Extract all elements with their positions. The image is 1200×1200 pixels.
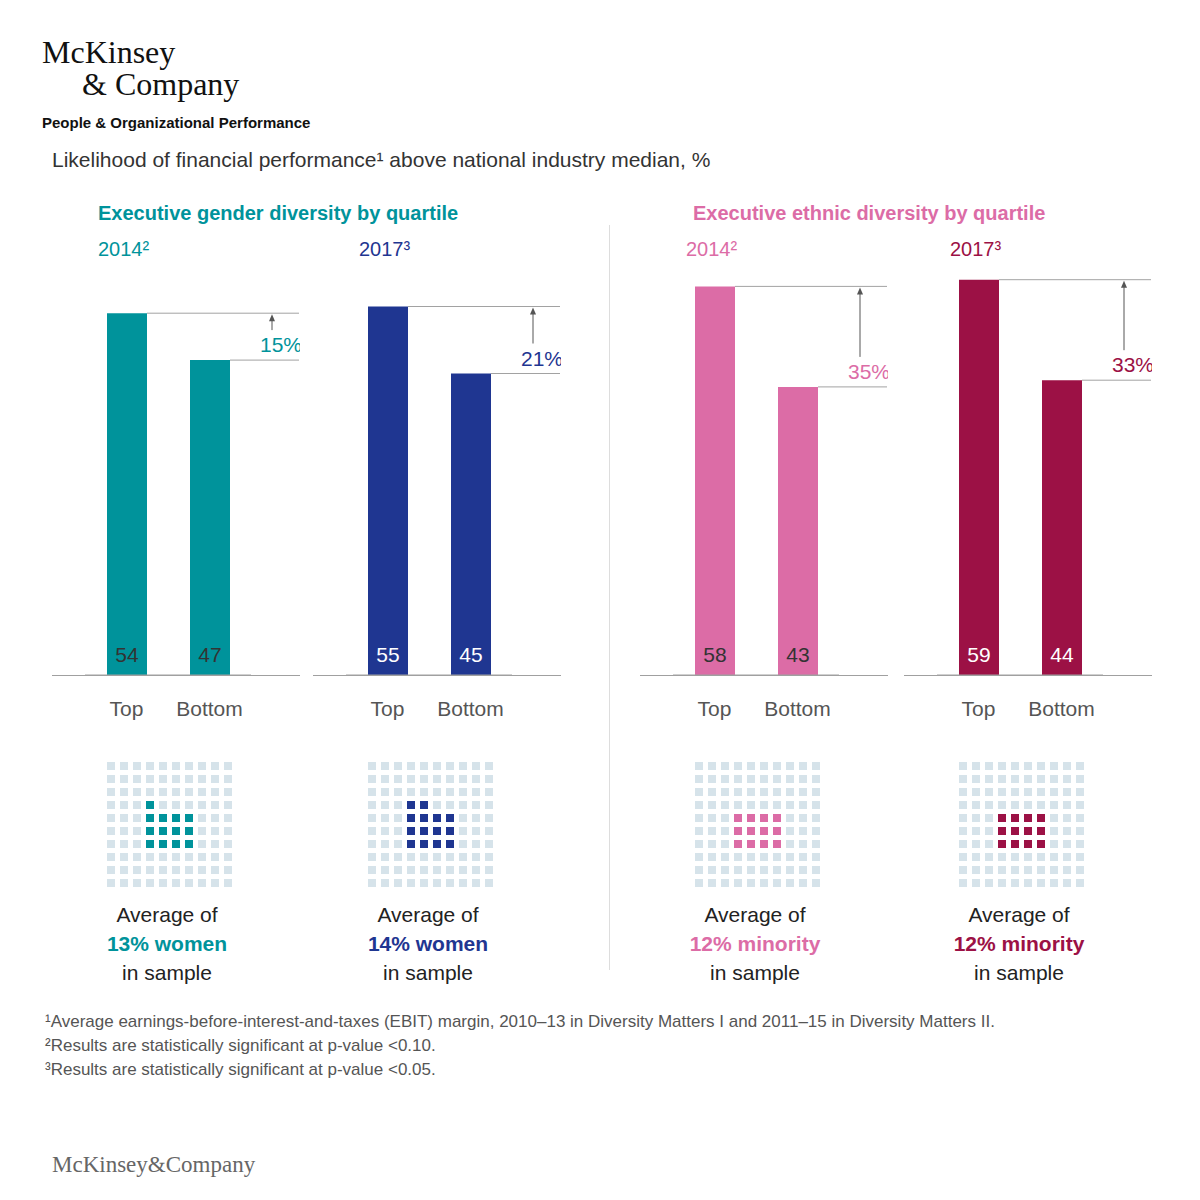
svg-text:43: 43 xyxy=(786,643,809,666)
html-text:³Results are statistically sig: ³Results are statistically significant a… xyxy=(45,1060,436,1079)
html-text:in sample: in sample xyxy=(383,961,473,984)
html-text:McKinsey: McKinsey xyxy=(42,34,176,70)
html-text:12% minority: 12% minority xyxy=(689,932,821,955)
svg-text:47: 47 xyxy=(198,643,221,666)
html-text:Executive ethnic diversity by: Executive ethnic diversity by quartile xyxy=(693,202,1046,224)
svg-text:55: 55 xyxy=(376,643,399,666)
svg-text:Top: Top xyxy=(962,697,996,720)
svg-text:Bottom: Bottom xyxy=(1028,697,1095,720)
svg-text:Bottom: Bottom xyxy=(764,697,831,720)
html-text:Average of: Average of xyxy=(116,903,218,926)
html-text:People & Organizational Perfor: People & Organizational Performance xyxy=(42,114,311,131)
html-text:2014²: 2014² xyxy=(686,238,738,260)
svg-text:33%: 33% xyxy=(1112,353,1152,376)
html-text:Likelihood of financial perfor: Likelihood of financial performance¹ abo… xyxy=(52,148,711,171)
html-text:13% women: 13% women xyxy=(106,932,228,955)
svg-text:15%: 15% xyxy=(260,333,300,356)
html-text:2014²: 2014² xyxy=(98,238,150,260)
svg-text:Bottom: Bottom xyxy=(437,697,504,720)
html-text:¹Average earnings-before-inter: ¹Average earnings-before-interest-and-ta… xyxy=(45,1012,995,1031)
svg-text:35%: 35% xyxy=(848,360,888,383)
html-text:in sample: in sample xyxy=(974,961,1064,984)
svg-text:Top: Top xyxy=(698,697,732,720)
html-text:2017³: 2017³ xyxy=(950,238,1002,260)
html-text:2017³: 2017³ xyxy=(359,238,411,260)
svg-text:45: 45 xyxy=(459,643,482,666)
html-text:in sample: in sample xyxy=(710,961,800,984)
svg-text:59: 59 xyxy=(967,643,990,666)
html-text:12% minority: 12% minority xyxy=(953,932,1085,955)
html-text:Average of: Average of xyxy=(704,903,806,926)
svg-text:21%: 21% xyxy=(521,347,561,370)
svg-text:Top: Top xyxy=(110,697,144,720)
svg-text:Bottom: Bottom xyxy=(176,697,243,720)
html-text:²Results are statistically sig: ²Results are statistically significant a… xyxy=(45,1036,436,1055)
svg-text:Top: Top xyxy=(371,697,405,720)
html-text:14% women: 14% women xyxy=(367,932,489,955)
svg-text:44: 44 xyxy=(1050,643,1074,666)
html-text:Average of: Average of xyxy=(968,903,1070,926)
html-text:& Company: & Company xyxy=(82,66,240,102)
html-text:in sample: in sample xyxy=(122,961,212,984)
svg-text:58: 58 xyxy=(703,643,726,666)
html-text:McKinsey&Company: McKinsey&Company xyxy=(52,1152,256,1177)
html-text:Executive gender diversity by: Executive gender diversity by quartile xyxy=(98,202,459,224)
html-text:Average of: Average of xyxy=(377,903,479,926)
svg-text:54: 54 xyxy=(115,643,139,666)
